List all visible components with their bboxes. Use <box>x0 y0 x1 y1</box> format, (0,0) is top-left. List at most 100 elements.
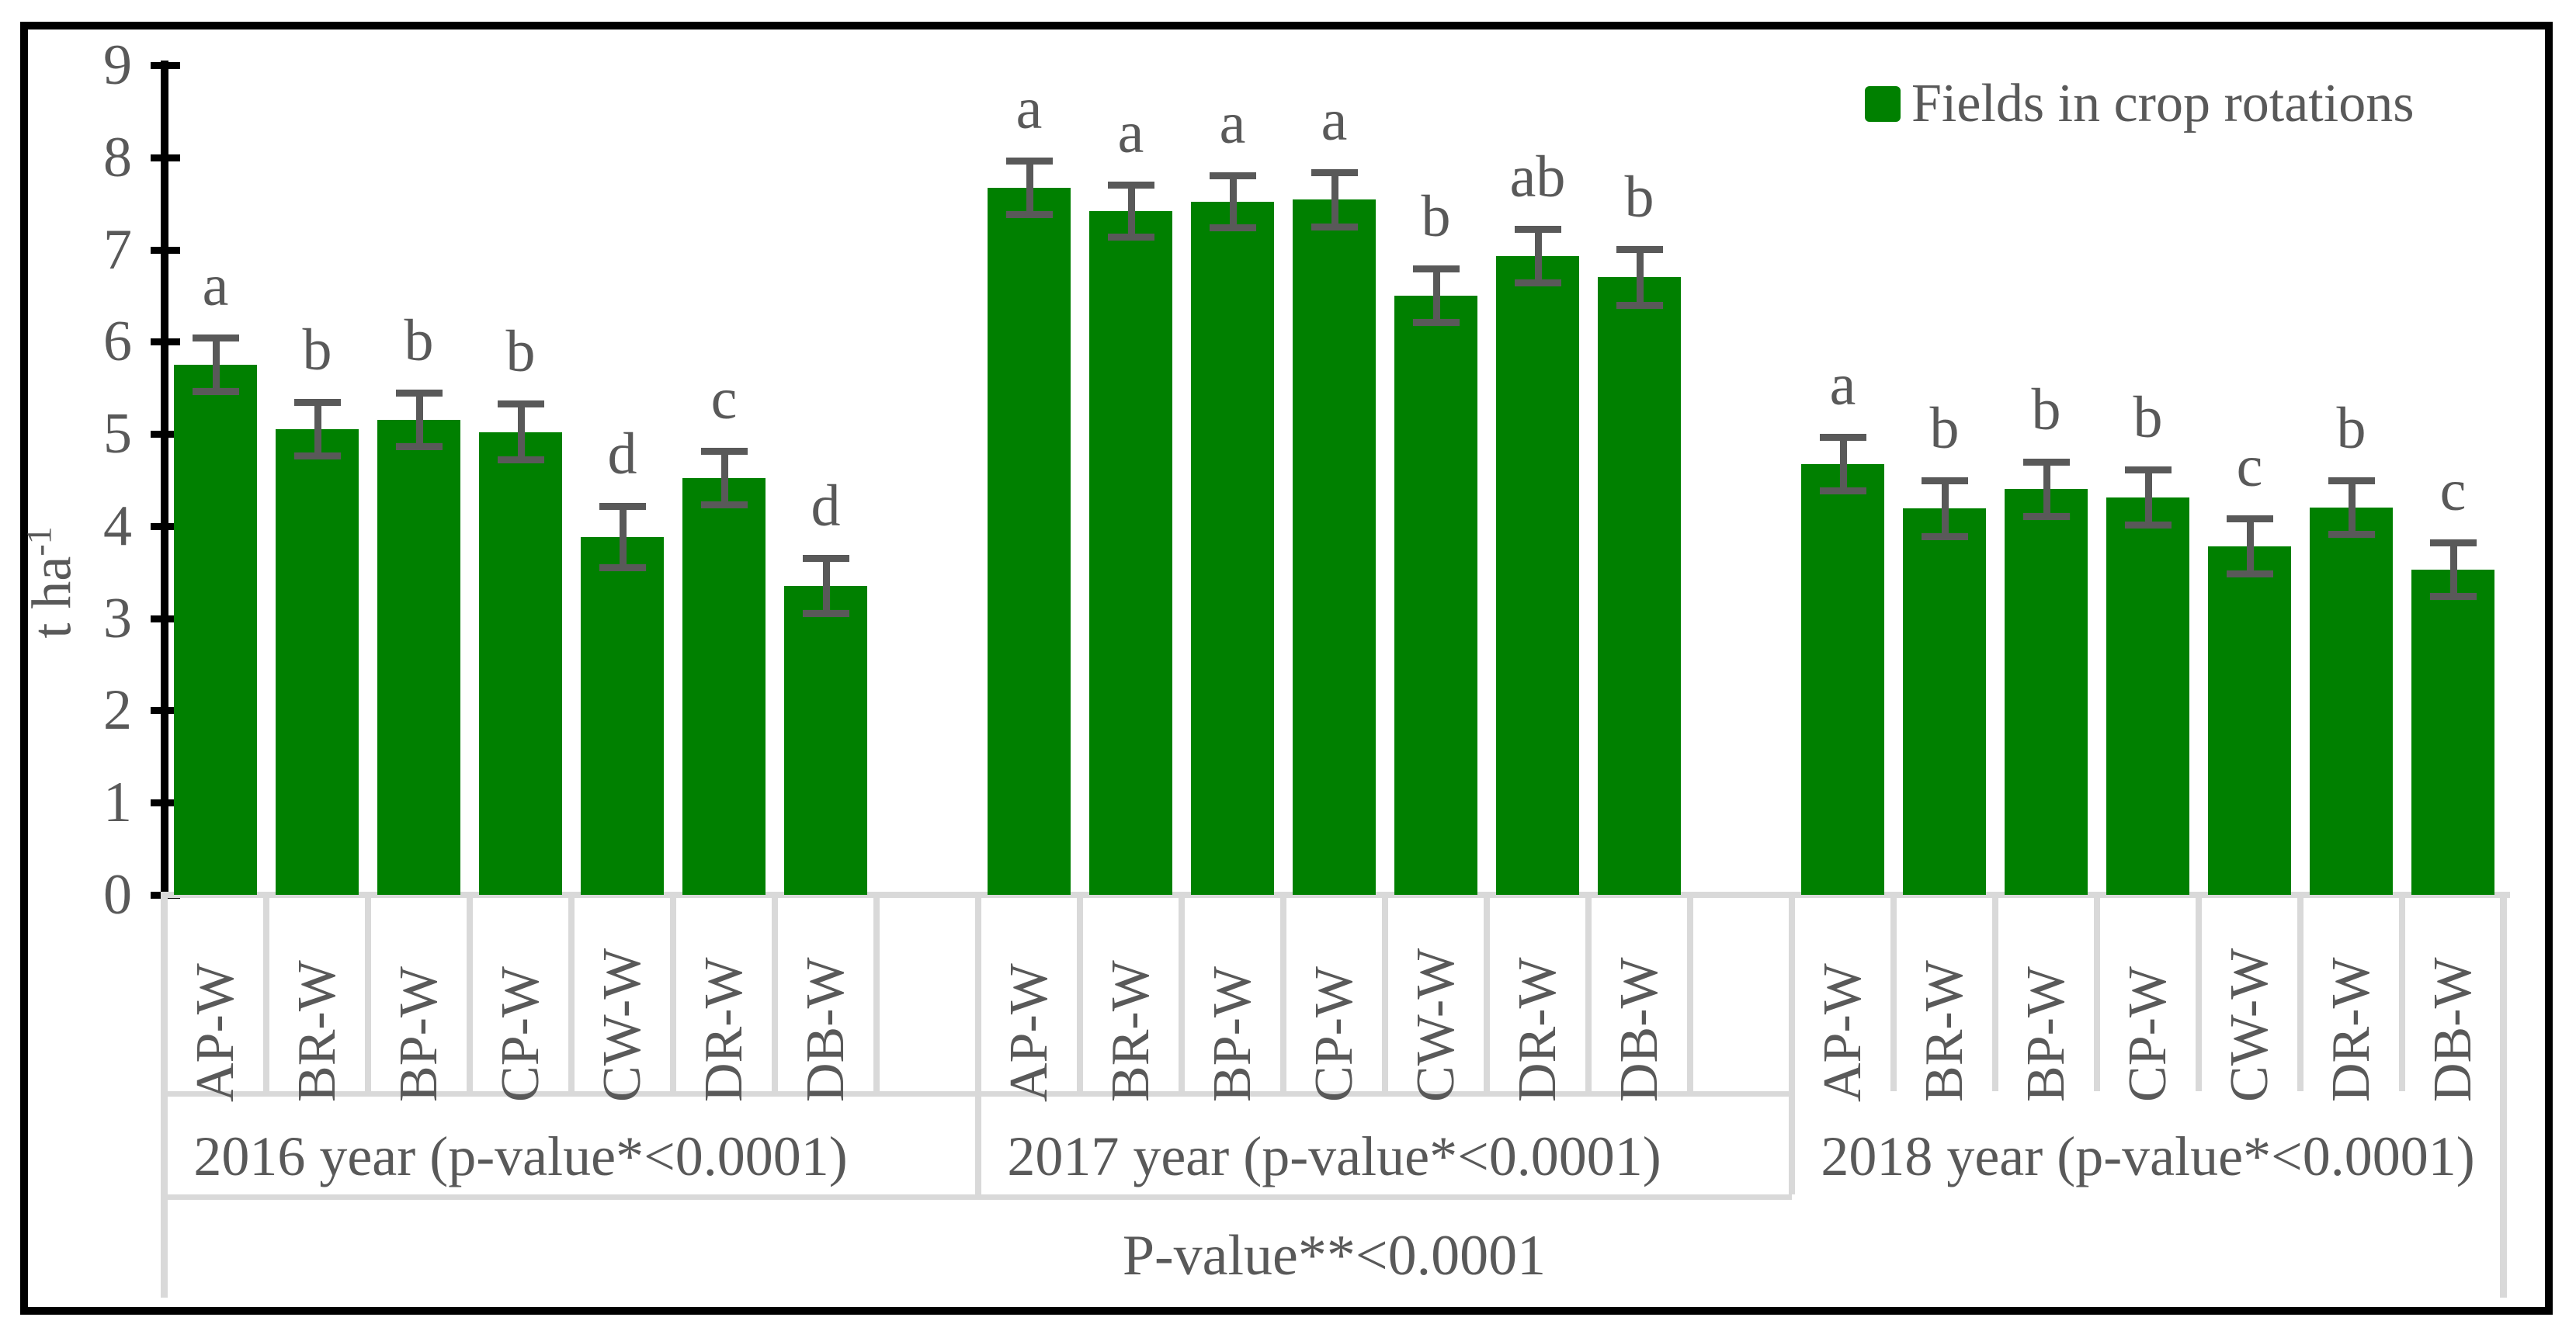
error-bar-stem <box>1534 225 1542 287</box>
error-bar-stem <box>822 554 830 618</box>
error-bar-stem <box>2348 477 2356 539</box>
y-axis-tick <box>151 799 180 807</box>
group-year-label: 2018 year (p-value*<0.0001) <box>1821 1125 2475 1187</box>
significance-letter: a <box>1117 99 1144 165</box>
category-label-text: BP-W <box>1202 966 1262 1102</box>
error-bar-bottom-cap <box>1107 233 1154 241</box>
bar <box>1903 508 1986 895</box>
category-label-text: CP-W <box>490 966 550 1102</box>
group-year-label: 2016 year (p-value*<0.0001) <box>193 1125 848 1187</box>
bar <box>2208 546 2291 895</box>
category-label-text: CW-W <box>2219 948 2279 1102</box>
category-label: AP-W <box>1792 906 1894 1102</box>
bar <box>581 537 664 895</box>
y-axis-tick-label: 4 <box>103 494 132 558</box>
group-separator-line <box>975 898 981 1194</box>
overall-pvalue-label: P-value**<0.0001 <box>1122 1224 1547 1288</box>
category-label-text: BR-W <box>286 960 347 1102</box>
significance-letter: a <box>1321 88 1348 154</box>
category-separator-line <box>263 898 269 1091</box>
bar <box>2005 489 2088 895</box>
error-bar-stem <box>720 447 728 509</box>
bar <box>988 187 1071 895</box>
category-label-text: CP-W <box>2117 966 2178 1102</box>
significance-letter: a <box>1219 90 1246 156</box>
error-bar-bottom-cap <box>2429 592 2477 600</box>
error-bar-stem <box>1229 172 1237 231</box>
category-label: CP-W <box>470 906 571 1102</box>
error-bar-stem <box>1026 157 1033 219</box>
significance-letter: a <box>202 252 229 318</box>
significance-letter: b <box>1421 183 1451 249</box>
category-separator-line <box>1992 898 1998 1091</box>
category-separator-line <box>467 898 473 1091</box>
error-bar-bottom-cap <box>1005 211 1053 219</box>
error-bar-stem <box>212 334 220 396</box>
error-bar-stem <box>517 400 525 464</box>
error-bar-top-cap <box>1412 265 1460 272</box>
category-label: DB-W <box>2402 906 2504 1102</box>
significance-letter: d <box>811 473 841 539</box>
category-label: CP-W <box>2097 906 2199 1102</box>
y-axis-tick <box>151 707 180 715</box>
category-label-text: DR-W <box>2321 957 2381 1102</box>
error-bar-top-cap <box>192 334 239 341</box>
significance-letter: b <box>1624 164 1654 230</box>
error-bar-bottom-cap <box>497 456 544 464</box>
error-bar-stem <box>1331 169 1338 231</box>
legend: Fields in crop rotations <box>1865 73 2414 135</box>
category-label: AP-W <box>978 906 1080 1102</box>
error-bar-stem <box>314 398 321 460</box>
category-separator-line <box>1382 898 1388 1091</box>
category-separator-line <box>365 898 371 1091</box>
y-axis-tick <box>151 431 180 438</box>
error-bar-stem <box>2449 539 2457 600</box>
bar <box>682 478 766 895</box>
category-label-text: CP-W <box>1304 966 1364 1102</box>
category-label-text: BR-W <box>1100 960 1161 1102</box>
error-bar-stem <box>619 503 627 572</box>
error-bar-bottom-cap <box>395 443 443 451</box>
error-bar-bottom-cap <box>1616 301 1663 309</box>
y-axis-tick-label: 3 <box>103 586 132 650</box>
error-bar-stem <box>1432 265 1440 327</box>
y-axis-tick <box>151 615 180 622</box>
significance-letter: a <box>1015 75 1043 141</box>
category-separator-line <box>1077 898 1083 1091</box>
error-bar-top-cap <box>802 554 849 562</box>
y-axis-tick-label: 0 <box>103 863 132 927</box>
error-bar-top-cap <box>1819 434 1866 442</box>
legend-swatch-icon <box>1865 86 1901 122</box>
y-axis-tick-label: 8 <box>103 125 132 189</box>
error-bar-top-cap <box>2429 539 2477 546</box>
error-bar-stem <box>2246 515 2254 578</box>
category-label: BP-W <box>1182 906 1283 1102</box>
group-right-edge-line <box>1687 898 1693 1091</box>
error-bar-stem <box>2144 466 2152 529</box>
error-bar-bottom-cap <box>1819 487 1866 495</box>
chart-outer-border <box>20 22 2553 1315</box>
y-axis-tick <box>151 61 180 69</box>
error-bar-top-cap <box>1514 225 1561 233</box>
error-bar-bottom-cap <box>599 564 646 572</box>
y-axis-tick-label: 5 <box>103 402 132 466</box>
bar <box>1496 255 1579 895</box>
significance-letter: b <box>2031 377 2061 443</box>
error-bar-top-cap <box>1209 172 1256 179</box>
error-bar-stem <box>1127 181 1135 241</box>
significance-letter: a <box>1829 352 1856 418</box>
significance-letter: ab <box>1509 144 1566 210</box>
error-bar-stem <box>2043 459 2050 520</box>
error-bar-top-cap <box>2226 515 2273 522</box>
bar <box>174 365 257 895</box>
error-bar-top-cap <box>1921 477 1968 484</box>
error-bar-top-cap <box>2328 477 2375 484</box>
group-year-label: 2017 year (p-value*<0.0001) <box>1007 1125 1661 1187</box>
y-axis-tick-label: 2 <box>103 678 132 743</box>
bar <box>1394 295 1477 895</box>
error-bar-bottom-cap <box>1311 223 1358 231</box>
error-bar-bottom-cap <box>802 610 849 618</box>
significance-letter: c <box>710 366 738 432</box>
bar <box>1191 201 1274 895</box>
